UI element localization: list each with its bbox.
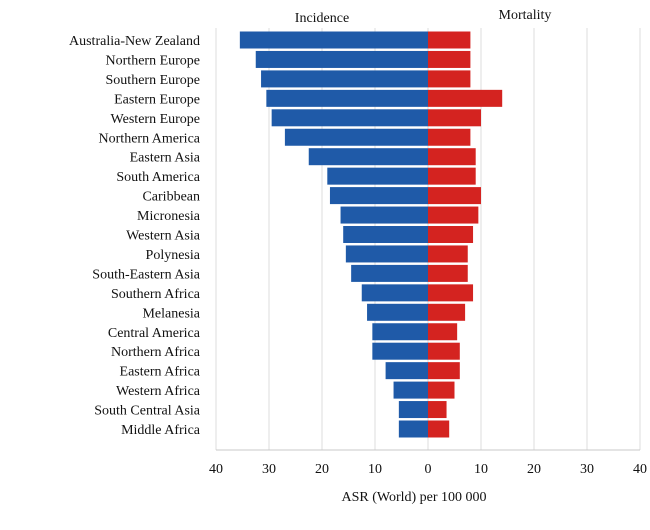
mortality-bar	[428, 226, 474, 243]
incidence-bar	[393, 381, 428, 399]
mortality-bar	[428, 128, 471, 146]
region-label: South-Eastern Asia	[92, 267, 200, 282]
region-label: South America	[116, 170, 200, 185]
mortality-bar	[428, 50, 471, 68]
region-label: Western Europe	[111, 112, 200, 127]
region-label: Western Africa	[116, 384, 201, 399]
mortality-bar	[428, 342, 460, 360]
incidence-bar	[351, 264, 428, 282]
x-tick-label: 20	[527, 462, 541, 477]
x-tick-label: 40	[209, 462, 223, 477]
incidence-bar	[343, 226, 428, 243]
region-label: Caribbean	[142, 190, 200, 205]
region-label: Eastern Africa	[120, 365, 201, 380]
mortality-bar	[428, 381, 455, 399]
incidence-bar	[372, 342, 428, 360]
x-tick-label: 30	[580, 462, 594, 477]
region-label: Northern America	[99, 131, 201, 146]
x-tick-label: 30	[262, 462, 276, 477]
region-label: South Central Asia	[94, 404, 201, 419]
region-label: Melanesia	[142, 306, 200, 321]
mortality-series-title: Mortality	[499, 8, 552, 23]
mortality-bar	[428, 245, 468, 263]
x-tick-label: 10	[474, 462, 488, 477]
region-label: Western Asia	[126, 229, 201, 244]
mortality-bar	[428, 70, 471, 88]
incidence-bar	[372, 323, 428, 341]
incidence-bar	[327, 167, 428, 185]
mortality-bar	[428, 206, 479, 224]
incidence-bar	[398, 420, 428, 438]
incidence-bar	[329, 187, 428, 205]
incidence-bar	[266, 89, 428, 107]
incidence-bar	[345, 245, 428, 263]
x-tick-label: 40	[633, 462, 647, 477]
incidence-bar	[308, 148, 428, 166]
incidence-series-title: Incidence	[295, 11, 349, 26]
region-label: Australia-New Zealand	[69, 34, 200, 49]
region-label: Micronesia	[137, 209, 201, 224]
mortality-bar	[428, 167, 476, 185]
mortality-bar	[428, 284, 474, 302]
incidence-bar	[239, 31, 428, 49]
incidence-bar	[255, 50, 428, 68]
mortality-bar	[428, 420, 450, 438]
incidence-bar	[261, 70, 428, 88]
region-label: Eastern Asia	[130, 151, 201, 166]
mortality-bar	[428, 323, 458, 341]
incidence-bar	[367, 303, 428, 321]
region-label: Polynesia	[146, 248, 201, 263]
bars	[239, 31, 503, 438]
mortality-bar	[428, 303, 466, 321]
incidence-bar	[340, 206, 428, 224]
incidence-bar	[361, 284, 428, 302]
region-label: Northern Africa	[111, 345, 201, 360]
incidence-bar	[385, 362, 428, 380]
mortality-bar	[428, 31, 471, 49]
region-label: Northern Europe	[106, 53, 200, 68]
incidence-bar	[271, 109, 428, 127]
region-label: Eastern Europe	[114, 92, 200, 107]
x-tick-label: 20	[315, 462, 329, 477]
incidence-bar	[398, 401, 428, 419]
region-label: Middle Africa	[121, 423, 201, 438]
incidence-bar	[284, 128, 428, 146]
region-label: Southern Africa	[111, 287, 201, 302]
x-tick-label: 10	[368, 462, 382, 477]
region-label: Central America	[108, 326, 201, 341]
x-tick-label: 0	[425, 462, 432, 477]
mortality-bar	[428, 401, 447, 419]
mortality-bar	[428, 89, 503, 107]
mortality-bar	[428, 109, 481, 127]
mortality-bar	[428, 264, 468, 282]
region-label: Southern Europe	[106, 73, 200, 88]
x-axis-ticks: 40 30 20 10 0 10 20 30 40	[209, 462, 647, 477]
category-labels: Australia-New Zealand Northern Europe Sout…	[69, 34, 201, 438]
mortality-bar	[428, 362, 460, 380]
mortality-bar	[428, 187, 481, 205]
mortality-bar	[428, 148, 476, 166]
x-axis-title: ASR (World) per 100 000	[341, 490, 486, 505]
